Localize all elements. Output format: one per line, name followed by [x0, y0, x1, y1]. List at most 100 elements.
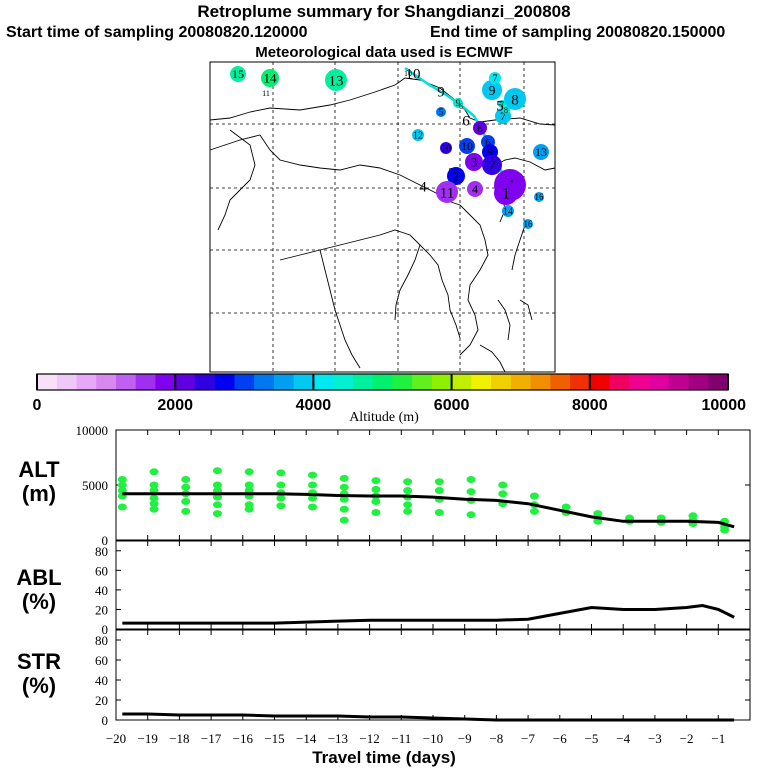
map-marker-label-36: 14 — [503, 207, 513, 218]
alt-label-line1: ALT — [18, 457, 60, 482]
alt-scatter-point-29 — [276, 481, 286, 489]
map-marker-11 — [453, 98, 463, 108]
alt-scatter-point-58 — [466, 476, 476, 483]
ytick-label-2-0: 80 — [95, 633, 108, 648]
alt-scatter-point-55 — [434, 487, 444, 494]
alt-scatter-point-65 — [529, 492, 539, 500]
map-marker-15 — [412, 129, 424, 141]
map-marker-label-6: 9 — [437, 84, 445, 100]
colorbar-swatch-12 — [273, 374, 295, 390]
map-marker-26 — [482, 155, 502, 175]
map-marker-16 — [436, 107, 446, 117]
colorbar-swatch-3 — [96, 374, 117, 390]
colorbar-tick-label-2: 4000 — [296, 397, 332, 414]
alt-scatter-point-49 — [403, 478, 413, 486]
alt-scatter-point-57 — [434, 509, 444, 516]
abl-label-line2: (%) — [21, 589, 57, 614]
map-marker-label-13: 8 — [504, 106, 508, 115]
colorbar-swatch-10 — [234, 374, 255, 390]
map-marker-label-19: 6 — [477, 123, 483, 135]
map-marker-label-24: 9 — [487, 145, 493, 159]
xtick-label-9: −11 — [391, 731, 411, 746]
panel-frame-2 — [115, 629, 751, 721]
alt-scatter-point-23 — [244, 481, 254, 489]
colorbar-swatch-24 — [510, 374, 532, 390]
alt-scatter-point-7 — [149, 487, 159, 494]
alt-scatter-point-4 — [117, 503, 127, 511]
map-marker-36 — [502, 205, 514, 217]
colorbar-swatch-16 — [352, 374, 374, 390]
map-marker-label-15: 12 — [413, 131, 423, 142]
alt-scatter-point-37 — [308, 503, 318, 511]
xtick-label-6: −14 — [296, 731, 317, 746]
colorbar-swatch-31 — [649, 374, 670, 390]
alt-scatter-point-42 — [339, 505, 349, 513]
alt-scatter-point-33 — [308, 471, 318, 479]
colorbar-swatch-27 — [570, 374, 591, 390]
map-marker-13 — [502, 106, 510, 114]
colorbar-swatch-2 — [76, 374, 97, 390]
ytick-label-0-2: 0 — [102, 533, 109, 548]
alt-scatter-point-82 — [720, 526, 730, 534]
alt-scatter-point-38 — [339, 474, 349, 482]
map-gridlines — [210, 62, 555, 372]
colorbar-tick-label-1: 2000 — [157, 397, 193, 414]
map-marker-label-3: 11 — [262, 89, 270, 98]
map-marker-label-7: 9 — [489, 84, 496, 99]
map-marker-2 — [325, 69, 347, 91]
map-marker-23 — [440, 142, 452, 154]
met-data-label: Meteorological data used is ECMWF — [255, 44, 513, 61]
colorbar-tick-label-0: 0 — [33, 397, 42, 414]
ytick-label-1-3: 20 — [95, 602, 108, 617]
map-marker-label-34: 1 — [502, 186, 510, 203]
map-marker-32 — [467, 181, 483, 197]
xtick-label-7: −13 — [328, 731, 348, 746]
map-marker-label-2: 13 — [329, 73, 344, 89]
xtick-label-5: −15 — [264, 731, 284, 746]
alt-scatter-point-34 — [308, 481, 318, 489]
xtick-label-17: −3 — [648, 731, 662, 746]
colorbar-swatch-8 — [194, 374, 216, 390]
alt-scatter-point-21 — [212, 510, 222, 518]
colorbar-swatch-28 — [589, 374, 611, 390]
map-marker-19 — [473, 121, 487, 135]
map-marker-label-5: 10 — [404, 69, 412, 78]
alt-scatter-point-43 — [339, 516, 349, 524]
colorbar-axis-label: Altitude (m) — [349, 410, 419, 425]
alt-scatter-point-15 — [181, 507, 191, 515]
str-label-line1: STR — [17, 649, 61, 674]
map-marker-label-35: 16 — [535, 192, 545, 202]
colorbar-swatch-1 — [56, 374, 77, 390]
map-marker-label-17: 6 — [462, 113, 470, 129]
alt-median-line — [122, 492, 735, 529]
map-marker-label-29: 4 — [419, 179, 427, 195]
alt-scatter-point-63 — [498, 490, 508, 498]
alt-scatter-point-59 — [466, 488, 476, 496]
colorbar-swatch-6 — [155, 374, 176, 390]
colorbar-swatch-7 — [175, 374, 196, 390]
ytick-label-1-1: 60 — [95, 563, 108, 578]
colorbar-swatch-4 — [115, 374, 137, 390]
map-marker-12 — [498, 100, 506, 108]
ytick-label-1-2: 40 — [95, 583, 108, 598]
ytick-label-2-4: 0 — [102, 713, 109, 728]
map-marker-label-14: 6 — [459, 102, 463, 111]
map-marker-label-4: 10 — [406, 66, 421, 82]
alt-scatter-point-1 — [117, 481, 127, 489]
alt-scatter-point-67 — [529, 507, 539, 515]
series-line-1 — [122, 604, 735, 625]
map-marker-34 — [494, 181, 518, 205]
map-marker-31 — [436, 181, 458, 203]
colorbar-swatch-34 — [708, 374, 729, 390]
alt-scatter-point-44 — [371, 477, 381, 485]
map-markers: 1514131110109987797861256566131010937224… — [230, 66, 549, 229]
map-marker-7 — [482, 80, 502, 100]
ytick-label-1-4: 0 — [102, 622, 109, 637]
panel-1: 80 60 40 20 0 — [95, 540, 751, 637]
colorbar-tick-label-5: 10000 — [702, 397, 747, 414]
colorbar-swatch-20 — [431, 374, 453, 390]
map-marker-9 — [489, 72, 501, 84]
ytick-label-2-2: 40 — [95, 673, 108, 688]
